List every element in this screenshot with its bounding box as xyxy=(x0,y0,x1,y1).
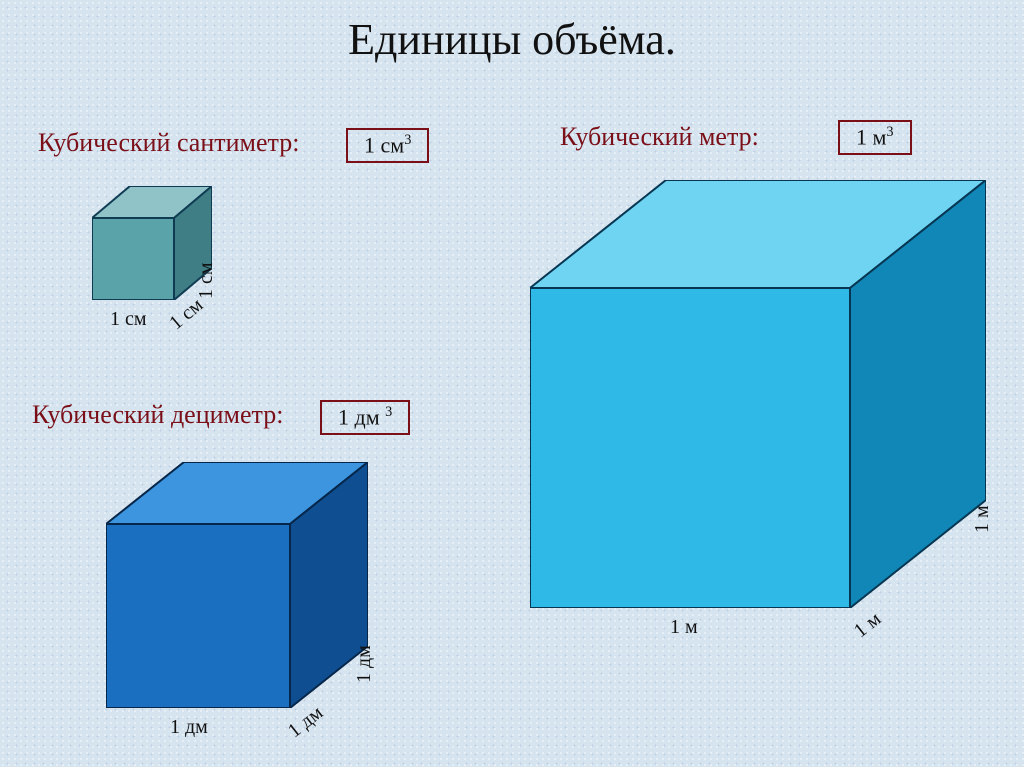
unit-box-cm: 1 см3 xyxy=(346,128,429,163)
unit-box-m-sup: 3 xyxy=(886,124,893,140)
label-cubic-cm: Кубический сантиметр: xyxy=(38,128,299,158)
unit-box-m-base: 1 м xyxy=(856,124,886,149)
unit-box-dm-sup: 3 xyxy=(385,404,392,420)
cube-dm-dim-bottom: 1 дм xyxy=(170,716,208,739)
label-cubic-dm: Кубический дециметр: xyxy=(32,400,283,430)
page-title: Единицы объёма. xyxy=(0,14,1024,65)
unit-box-dm: 1 дм 3 xyxy=(320,400,410,435)
unit-box-cm-base: 1 см xyxy=(364,132,404,157)
cube-m: 1 м 1 м 1 м xyxy=(530,180,986,608)
unit-box-dm-base: 1 дм xyxy=(338,404,385,429)
cube-cm-dim-depth: 1 см xyxy=(165,294,208,335)
cube-m-dim-height: 1 м xyxy=(971,505,994,533)
unit-box-m: 1 м3 xyxy=(838,120,912,155)
cube-dm: 1 дм 1 дм 1 дм xyxy=(106,462,368,708)
cube-cm-dim-height: 1 см xyxy=(195,262,218,299)
unit-box-cm-sup: 3 xyxy=(404,132,411,148)
cube-m-dim-depth: 1 м xyxy=(850,608,886,643)
cube-cm: 1 см 1 см 1 см xyxy=(92,186,212,300)
cube-m-dim-bottom: 1 м xyxy=(670,616,698,639)
cube-cm-dim-bottom: 1 см xyxy=(110,308,147,331)
label-cubic-m: Кубический метр: xyxy=(560,122,759,152)
cube-dm-dim-height: 1 дм xyxy=(353,645,376,683)
stage: Единицы объёма. Кубический сантиметр: Ку… xyxy=(0,0,1024,767)
